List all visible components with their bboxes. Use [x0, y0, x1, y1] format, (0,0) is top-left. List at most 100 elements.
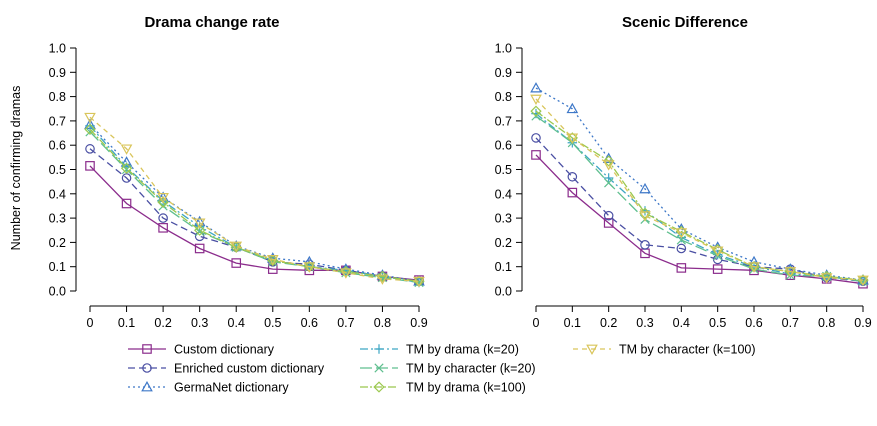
data-point — [231, 258, 242, 268]
x-tick-label: 0.9 — [854, 316, 871, 330]
x-tick-label: 0.2 — [154, 316, 171, 330]
x-tick-label: 0.6 — [745, 316, 762, 330]
data-point — [604, 178, 614, 188]
series-enriched-custom-dictionary — [85, 144, 424, 287]
y-tick-label: 1.0 — [49, 42, 66, 56]
data-point — [712, 264, 723, 274]
series-tm-by-drama-k-100 — [530, 105, 869, 286]
series-tm-by-drama-k-20 — [531, 108, 868, 286]
data-point — [530, 82, 542, 93]
y-tick-label: 0.9 — [49, 66, 66, 80]
y-tick-label: 0.4 — [495, 187, 512, 201]
data-point — [603, 218, 614, 228]
data-point — [85, 127, 95, 137]
data-point — [158, 201, 168, 211]
y-tick-label: 0.7 — [495, 114, 512, 128]
data-point — [676, 243, 687, 254]
series-custom-dictionary — [531, 150, 868, 289]
data-point — [566, 133, 579, 144]
y-tick-label: 0.1 — [49, 260, 66, 274]
legend-marker — [586, 344, 598, 356]
data-point — [121, 198, 132, 209]
data-point — [120, 162, 133, 174]
data-point — [603, 173, 614, 183]
data-point — [530, 105, 542, 117]
series-line — [535, 137, 864, 282]
data-point — [567, 187, 578, 198]
y-tick-label: 0.2 — [49, 236, 66, 250]
legend-label: TM by character (k=20) — [406, 362, 536, 376]
data-point — [531, 150, 541, 160]
data-point — [640, 240, 650, 250]
series-tm-by-character-k-100 — [530, 94, 869, 287]
series-line — [535, 110, 864, 281]
data-point — [602, 160, 615, 171]
data-point — [85, 144, 95, 154]
data-point — [266, 255, 279, 266]
x-tick-label: 0.4 — [673, 316, 690, 330]
y-tick-label: 0.9 — [495, 66, 512, 80]
series-line — [535, 113, 864, 282]
y-tick-label: 0.7 — [49, 114, 66, 128]
data-point — [711, 246, 724, 257]
y-tick-label: 0.8 — [495, 90, 512, 104]
legend-label: TM by drama (k=20) — [406, 343, 519, 357]
x-tick-label: 0.6 — [301, 316, 318, 330]
legend-marker — [141, 380, 153, 392]
data-point — [784, 267, 797, 278]
data-point — [120, 144, 133, 155]
y-tick-label: 0.1 — [495, 260, 512, 274]
data-point — [857, 275, 869, 287]
x-tick-label: 0 — [533, 316, 540, 330]
y-tick-label: 0.0 — [495, 285, 512, 299]
data-point — [413, 276, 425, 288]
legend-item-custom-dictionary: Custom dictionary — [128, 343, 275, 357]
series-line — [89, 131, 420, 284]
series-tm-by-character-k-20 — [85, 127, 424, 288]
y-tick-label: 0.6 — [495, 139, 512, 153]
series-line — [89, 128, 420, 282]
x-tick-label: 0.3 — [636, 316, 653, 330]
legend-item-tm-by-drama-k-20: TM by drama (k=20) — [360, 343, 519, 357]
y-tick-label: 0.0 — [49, 285, 66, 299]
series-tm-by-drama-k-20 — [85, 121, 424, 288]
legend-label: TM by character (k=100) — [619, 343, 756, 357]
data-point — [157, 193, 169, 204]
x-tick-label: 0.4 — [228, 316, 245, 330]
y-tick-label: 1.0 — [495, 42, 512, 56]
data-point — [157, 196, 169, 208]
legend-item-germanet-dictionary: GermaNet dictionary — [128, 381, 289, 395]
x-tick-label: 0.9 — [410, 316, 427, 330]
series-germanet-dictionary — [84, 118, 425, 286]
x-tick-label: 0.7 — [337, 316, 354, 330]
x-tick-label: 0.1 — [564, 316, 581, 330]
x-tick-label: 0.3 — [191, 316, 208, 330]
data-point — [820, 273, 833, 284]
chart-title: Drama change rate — [144, 14, 279, 31]
data-point — [748, 262, 760, 273]
data-point — [676, 263, 687, 273]
legend-marker — [142, 344, 152, 354]
legend: Custom dictionary Enriched custom diction… — [128, 343, 756, 395]
series-line — [535, 98, 864, 281]
data-point — [639, 211, 651, 222]
series-germanet-dictionary — [530, 82, 869, 285]
panel-scenic-difference: Scenic Difference 0.0 0.1 0.2 0.3 0.4 0.5 0.6 0… — [495, 14, 872, 330]
x-tick-label: 0 — [87, 316, 94, 330]
x-tick-label: 0.7 — [782, 316, 799, 330]
x-tick-label: 0.5 — [709, 316, 726, 330]
data-point — [676, 235, 686, 245]
y-axis-label: Number of confirming dramas — [9, 86, 23, 251]
y-tick-label: 0.3 — [49, 212, 66, 226]
x-tick-label: 0.2 — [600, 316, 617, 330]
data-point — [158, 223, 168, 233]
y-tick-label: 0.5 — [49, 163, 66, 177]
legend-item-tm-by-character-k-20: TM by character (k=20) — [360, 362, 536, 376]
y-tick-label: 0.6 — [49, 139, 66, 153]
data-point — [158, 213, 168, 223]
data-point — [603, 210, 614, 221]
data-point — [530, 94, 542, 106]
series-line — [89, 124, 420, 282]
